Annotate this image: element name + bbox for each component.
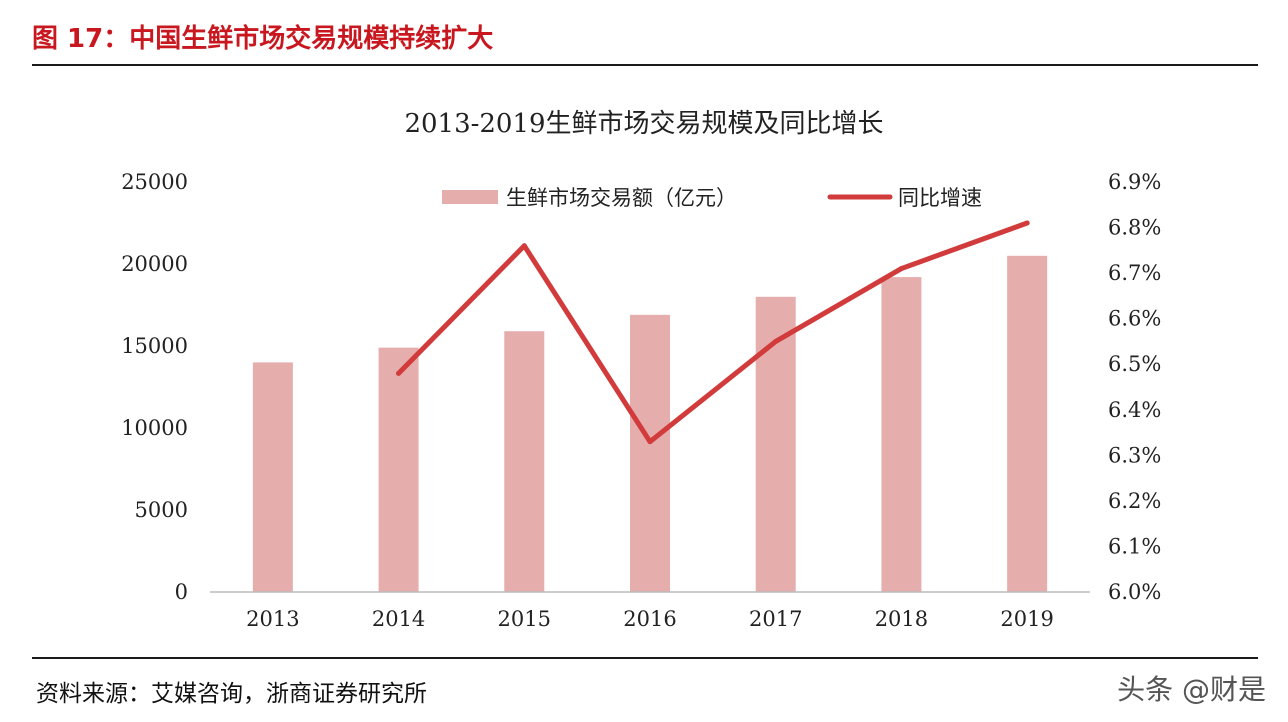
growth-line — [396, 220, 1030, 445]
line-point-2018 — [898, 266, 904, 272]
x-tick-label: 2017 — [749, 607, 802, 631]
right-tick-label: 6.9% — [1108, 170, 1161, 194]
x-tick-label: 2015 — [498, 607, 551, 631]
x-tick-label: 2014 — [372, 607, 425, 631]
right-axis-ticks: 6.0% 6.1% 6.2% 6.3% 6.4% 6.5% 6.6% 6.7% 6.8% 6.9% — [1108, 170, 1161, 604]
bar-2014 — [378, 347, 419, 592]
right-tick-label: 6.8% — [1108, 216, 1161, 240]
left-tick-label: 0 — [175, 580, 188, 604]
x-axis-ticks: 2013 2014 2015 2016 2017 2018 2019 — [246, 607, 1054, 631]
line-point-2019 — [1024, 220, 1030, 226]
left-tick-label: 25000 — [121, 170, 188, 194]
bar-2016 — [630, 314, 670, 592]
legend-bar-swatch — [442, 190, 498, 204]
bar-2013 — [252, 362, 293, 592]
legend: 生鲜市场交易额（亿元） 同比增速 — [442, 186, 982, 210]
chart-title: 2013-2019生鲜市场交易规模及同比增长 — [404, 109, 883, 139]
right-tick-label: 6.1% — [1108, 534, 1161, 558]
x-tick-label: 2018 — [875, 607, 928, 631]
line-point-2015 — [521, 243, 527, 249]
right-tick-label: 6.7% — [1108, 261, 1161, 285]
bar-2015 — [504, 331, 545, 592]
legend-line-label: 同比增速 — [898, 186, 982, 210]
left-axis-ticks: 0 5000 10000 15000 20000 25000 — [121, 170, 188, 604]
right-tick-label: 6.5% — [1108, 352, 1161, 376]
bar-2019 — [1007, 255, 1048, 593]
line-series — [396, 220, 1030, 445]
bar-2018 — [881, 277, 922, 592]
source-note: 资料来源：艾媒咨询，浙商证券研究所 — [36, 681, 427, 707]
left-tick-label: 5000 — [135, 498, 188, 522]
legend-bar-label: 生鲜市场交易额（亿元） — [506, 186, 737, 210]
bar-2017 — [755, 296, 796, 592]
right-tick-label: 6.3% — [1108, 443, 1161, 467]
x-tick-label: 2019 — [1000, 607, 1053, 631]
figure-title: 图 17：中国生鲜市场交易规模持续扩大 — [32, 24, 494, 54]
x-tick-label: 2016 — [623, 607, 676, 631]
left-tick-label: 10000 — [121, 416, 188, 440]
line-point-2016 — [647, 439, 653, 445]
left-tick-label: 20000 — [121, 252, 188, 276]
x-tick-label: 2013 — [246, 607, 299, 631]
left-tick-label: 15000 — [121, 334, 188, 358]
watermark: 头条 @财是 — [1117, 673, 1266, 706]
line-point-2014 — [396, 370, 402, 376]
bottom-rule — [32, 657, 1258, 659]
right-tick-label: 6.6% — [1108, 307, 1161, 331]
line-point-2017 — [773, 338, 779, 344]
right-tick-label: 6.4% — [1108, 398, 1161, 422]
right-tick-label: 6.0% — [1108, 580, 1161, 604]
bar-series — [252, 255, 1048, 593]
right-tick-label: 6.2% — [1108, 489, 1161, 513]
top-rule — [32, 64, 1258, 66]
